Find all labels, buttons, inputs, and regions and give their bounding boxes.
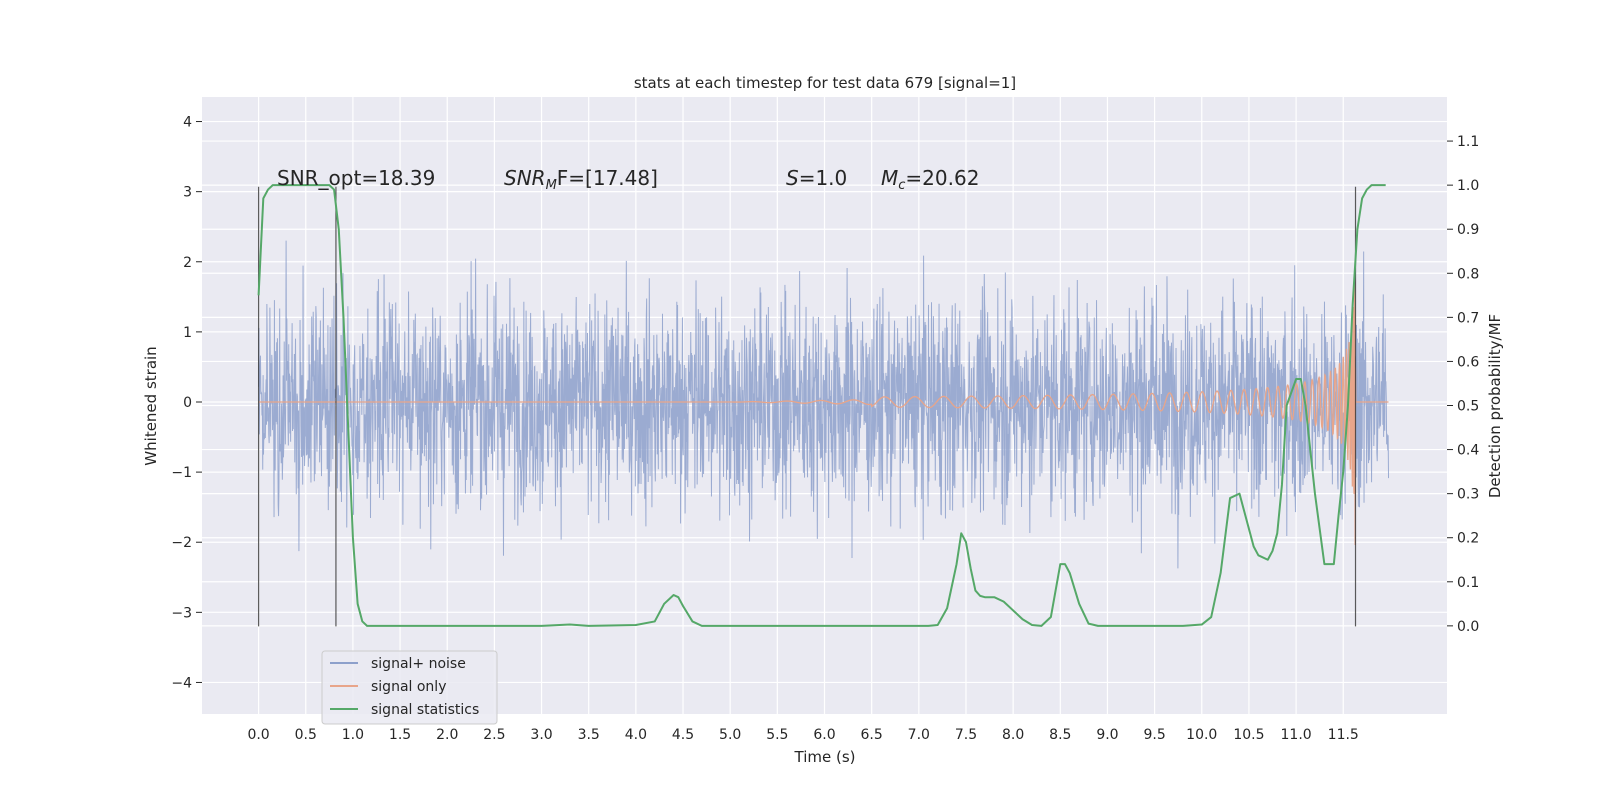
x-tick-label: 3.5: [578, 727, 600, 743]
y-left-tick-label: 4: [183, 115, 192, 131]
y-left-axis-label: Whitened strain: [142, 346, 160, 465]
mc-annotation: Mc=20.62: [881, 166, 979, 193]
y-right-tick-label: 0.1: [1457, 575, 1479, 591]
x-tick-label: 8.5: [1049, 727, 1071, 743]
x-tick-label: 10.5: [1233, 727, 1264, 743]
y-right-tick-label: 0.2: [1457, 531, 1479, 547]
x-axis-label: Time (s): [794, 748, 856, 766]
legend: signal+ noise signal only signal statist…: [321, 650, 498, 725]
y-left-tick-labels: −4 −3 −2 −1 0 1 2 3 4: [171, 115, 202, 691]
x-tick-label: 10.0: [1186, 727, 1217, 743]
x-tick-label: 4.0: [625, 727, 647, 743]
snr-mf-subscript: M: [546, 178, 557, 193]
x-tick-label: 11.0: [1281, 727, 1312, 743]
y-left-tick-label: −2: [171, 535, 192, 551]
y-right-tick-label: 0.3: [1457, 487, 1479, 503]
x-tick-labels: 0.0 0.5 1.0 1.5 2.0 2.5 3.0 3.5 4.0 4.5 5.0 5.5 6.0 6…: [247, 727, 1358, 743]
signal-statistics-line: [257, 184, 1386, 627]
x-tick-label: 0.5: [295, 727, 317, 743]
x-tick-label: 4.5: [672, 727, 694, 743]
s-label: S: [786, 166, 799, 190]
signal-noise-series: [258, 240, 1390, 569]
x-tick-label: 11.5: [1328, 727, 1359, 743]
snr-mf-label: SNR: [504, 166, 546, 190]
legend-box: [321, 650, 498, 725]
signal-noise-line: [258, 240, 1390, 569]
x-tick-label: 0.0: [247, 727, 269, 743]
y-right-tick-label: 0.7: [1457, 310, 1479, 326]
mc-label: M: [881, 166, 898, 190]
signal-only-series: [258, 278, 1389, 546]
x-tick-label: 1.0: [342, 727, 364, 743]
s-value: =1.0: [799, 166, 848, 190]
y-right-tick-label: 0.6: [1457, 354, 1479, 370]
y-right-tick-label: 0.0: [1457, 619, 1479, 635]
annotations: SNR_opt=18.39 SNRMF=[17.48] S=1.0 Mc=20.…: [277, 166, 979, 193]
y-right-tick-label: 1.0: [1457, 178, 1479, 194]
y-right-tick-label: 0.9: [1457, 222, 1479, 238]
x-tick-label: 1.5: [389, 727, 411, 743]
x-tick-label: 7.0: [908, 727, 930, 743]
legend-label-signal-statistics: signal statistics: [371, 702, 479, 718]
y-left-tick-label: 0: [183, 395, 192, 411]
x-tick-label: 9.5: [1143, 727, 1165, 743]
x-tick-label: 2.5: [483, 727, 505, 743]
y-right-tick-label: 1.1: [1457, 134, 1479, 150]
signal-only-line: [258, 278, 1389, 546]
snr-mf-annotation: SNRMF=[17.48]: [504, 166, 658, 193]
mc-subscript: c: [898, 178, 905, 193]
chart-title: stats at each timestep for test data 679…: [634, 74, 1016, 92]
y-right-axis-label: Detection probability/MF: [1486, 314, 1504, 498]
legend-label-signal-only: signal only: [371, 679, 446, 695]
y-left-tick-label: −1: [171, 465, 192, 481]
y-right-tick-label: 0.4: [1457, 443, 1479, 459]
x-tick-label: 9.0: [1096, 727, 1118, 743]
x-tick-label: 2.0: [436, 727, 458, 743]
y-right-tick-labels: 0.0 0.1 0.2 0.3 0.4 0.5 0.6 0.7 0.8 0.9 1.0 1.1: [1447, 134, 1479, 635]
signal-statistics-series: [257, 184, 1386, 627]
snr-mf-value: F=[17.48]: [557, 166, 658, 190]
x-tick-label: 3.0: [530, 727, 552, 743]
y-left-tick-label: −4: [171, 675, 192, 691]
x-tick-label: 5.0: [719, 727, 741, 743]
mc-value: =20.62: [905, 166, 979, 190]
y-left-tick-label: −3: [171, 605, 192, 621]
y-right-tick-label: 0.5: [1457, 399, 1479, 415]
y-left-tick-label: 2: [183, 255, 192, 271]
x-tick-label: 7.5: [955, 727, 977, 743]
legend-label-signal-noise: signal+ noise: [371, 656, 466, 672]
y-left-tick-label: 1: [183, 325, 192, 341]
s-annotation: S=1.0: [786, 166, 847, 190]
x-tick-label: 6.0: [813, 727, 835, 743]
x-tick-label: 8.0: [1002, 727, 1024, 743]
y-right-tick-label: 0.8: [1457, 266, 1479, 282]
y-left-tick-label: 3: [183, 185, 192, 201]
snr-opt-annotation: SNR_opt=18.39: [277, 166, 435, 190]
x-tick-label: 6.5: [861, 727, 883, 743]
x-tick-label: 5.5: [766, 727, 788, 743]
